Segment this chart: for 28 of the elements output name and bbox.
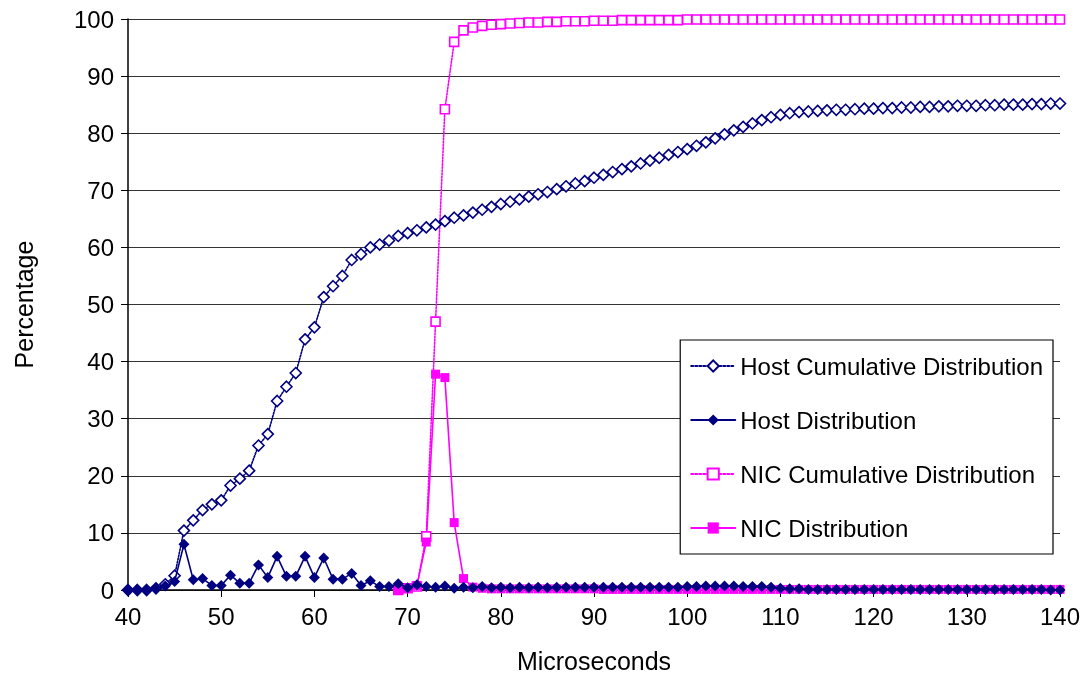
x-axis-title: Microseconds [516, 646, 672, 675]
y-tick-label: 40 [87, 348, 114, 376]
x-tick-label: 110 [761, 602, 800, 630]
y-axis-title: Percentage [9, 240, 38, 369]
x-tick-label: 80 [487, 602, 515, 630]
legend-label: Host Cumulative Distribution [740, 352, 1043, 380]
y-tick-label: 70 [87, 176, 114, 204]
x-tick-label: 100 [667, 602, 708, 630]
legend-label: NIC Distribution [740, 514, 909, 542]
y-tick-label: 20 [87, 462, 114, 490]
y-tick-label: 50 [87, 291, 114, 318]
y-tick-label: 60 [87, 233, 114, 261]
x-tick-label: 40 [114, 602, 142, 630]
x-tick-label: 90 [580, 602, 608, 630]
x-tick-label: 50 [207, 602, 235, 630]
legend-label: Host Distribution [740, 406, 917, 434]
y-tick-label: 90 [87, 62, 114, 90]
legend-label: NIC Cumulative Distribution [740, 460, 1035, 488]
y-tick-label: 30 [87, 405, 114, 433]
x-tick-label: 120 [853, 602, 894, 630]
y-tick-label: 100 [73, 5, 114, 33]
x-tick-label: 130 [946, 602, 987, 630]
x-tick-label: 60 [301, 602, 328, 630]
y-tick-label: 10 [87, 519, 114, 547]
x-tick-label: 140 [1039, 602, 1081, 630]
x-tick-label: 70 [394, 602, 421, 630]
y-tick-label: 80 [87, 119, 114, 147]
y-tick-label: 0 [100, 576, 114, 604]
